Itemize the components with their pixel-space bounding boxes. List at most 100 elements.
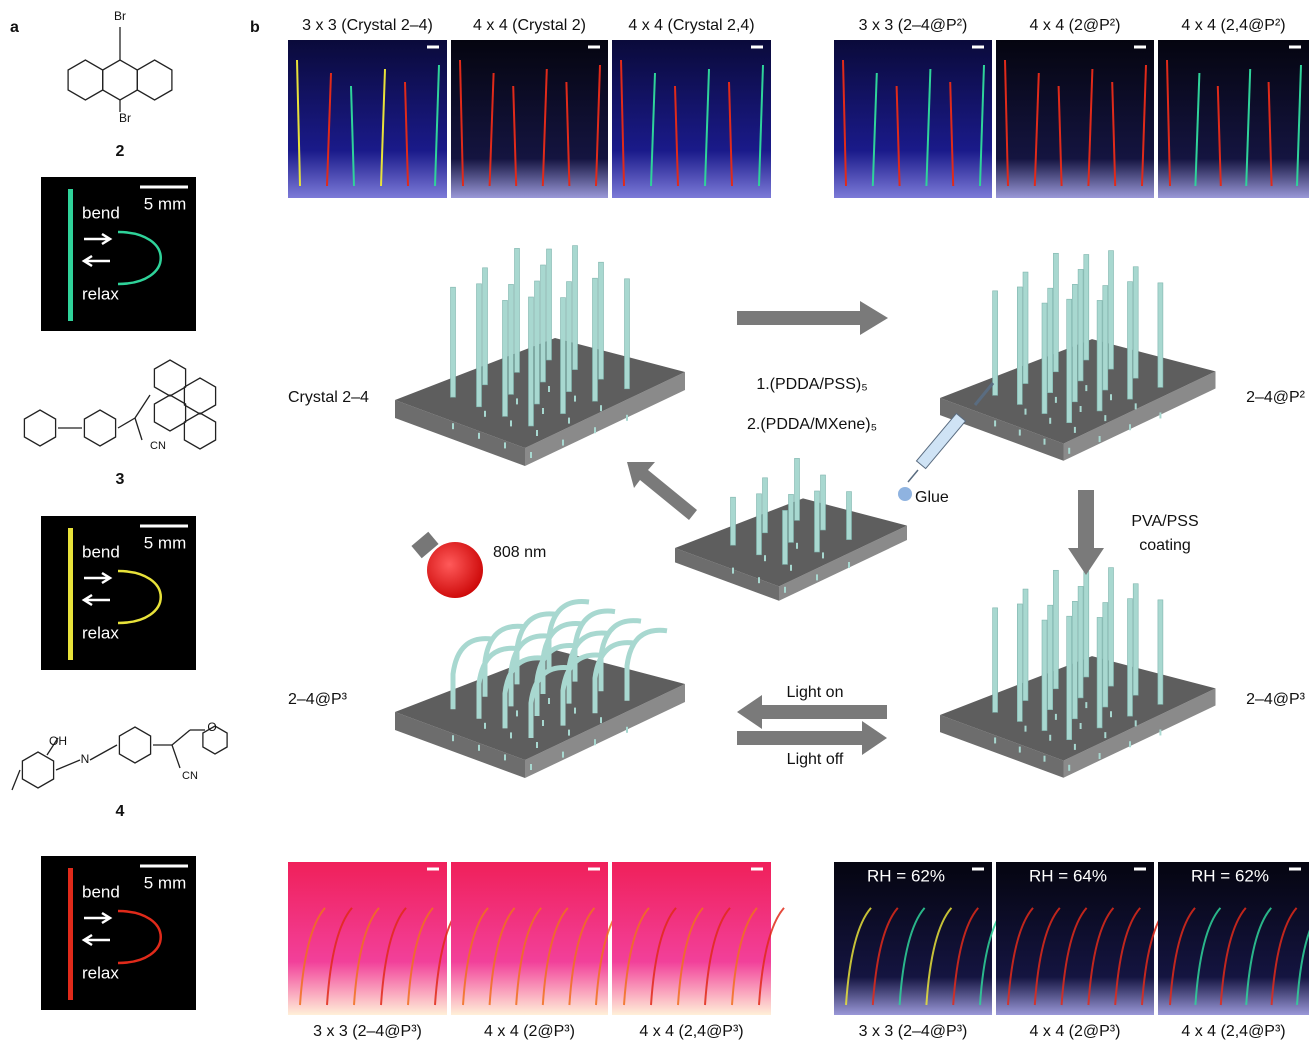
panel-label: b — [250, 19, 260, 36]
photo — [834, 40, 992, 198]
label: N — [81, 752, 90, 766]
rod — [1023, 589, 1028, 701]
rod — [1078, 269, 1083, 381]
label: OH — [49, 734, 67, 748]
ring — [119, 727, 150, 763]
panel-label: a — [10, 19, 19, 36]
label: Light off — [787, 751, 844, 768]
label: coating — [1139, 537, 1191, 554]
label: 4 — [116, 803, 125, 820]
bend-label: bend — [82, 542, 120, 561]
relax-label: relax — [82, 284, 119, 303]
rod — [1084, 255, 1089, 361]
rod — [573, 246, 578, 370]
rod — [1128, 599, 1133, 717]
process-arrow — [737, 301, 888, 335]
label: 2–4@P³ — [288, 691, 348, 708]
rod — [1042, 303, 1047, 414]
photo-caption: 3 x 3 (2–4@P³) — [859, 1023, 968, 1040]
rod — [1097, 617, 1102, 728]
rod — [1048, 288, 1053, 393]
rod — [529, 297, 534, 426]
label: 2–4@P² — [1246, 389, 1306, 406]
rod — [503, 300, 508, 416]
photo-caption: 4 x 4 (Crystal 2) — [473, 17, 586, 34]
rod — [1158, 600, 1163, 705]
rod — [847, 492, 852, 540]
rod — [993, 291, 998, 396]
rod — [821, 475, 826, 530]
rod — [1109, 251, 1114, 370]
rod — [625, 279, 630, 389]
label: 3 — [116, 471, 125, 488]
photo-caption: 4 x 4 (2,4@P²) — [1181, 17, 1285, 34]
rod — [1158, 283, 1163, 388]
process-arrow — [1068, 490, 1104, 575]
photo-caption: 4 x 4 (2,4@P³) — [1181, 1023, 1285, 1040]
rod — [509, 284, 514, 394]
photo-caption: 3 x 3 (Crystal 2–4) — [302, 17, 433, 34]
rod — [1103, 603, 1108, 708]
rod — [1133, 267, 1138, 379]
label: PVA/PSS — [1131, 513, 1198, 530]
rod — [1072, 601, 1077, 719]
crystal — [68, 189, 73, 321]
rod — [541, 265, 546, 382]
crystal — [68, 528, 73, 660]
bond — [172, 730, 190, 745]
rod — [1042, 620, 1047, 731]
photo-caption: 4 x 4 (2@P²) — [1030, 17, 1121, 34]
photo-caption: 4 x 4 (2,4@P³) — [639, 1023, 743, 1040]
bond — [118, 418, 135, 428]
scale-bar-label: 5 mm — [144, 873, 187, 892]
bond — [12, 770, 20, 790]
rod — [993, 608, 998, 713]
rod — [1103, 286, 1108, 391]
syringe — [916, 413, 965, 468]
label: CN — [150, 440, 166, 452]
label: Br — [119, 111, 131, 125]
rh-label: RH = 62% — [867, 866, 945, 885]
rod — [795, 458, 800, 520]
rod — [535, 281, 540, 404]
rod — [731, 497, 736, 545]
photo-caption: 3 x 3 (2–4@P³) — [313, 1023, 422, 1040]
photo-caption: 4 x 4 (2@P³) — [1030, 1023, 1121, 1040]
rod — [1067, 616, 1072, 740]
label: 2–4@P³ — [1246, 691, 1306, 708]
label: CN — [182, 770, 198, 782]
bond — [135, 418, 142, 440]
label: 1.(PDDA/PSS)₅ — [756, 376, 867, 393]
ring — [24, 410, 55, 446]
rod — [1072, 284, 1077, 402]
photo-caption: 4 x 4 (2@P³) — [484, 1023, 575, 1040]
bond — [90, 745, 117, 760]
process-arrow — [627, 462, 697, 520]
photo — [451, 40, 608, 198]
rod — [783, 510, 788, 564]
ring — [184, 378, 215, 414]
rod — [1053, 253, 1058, 372]
rod — [1017, 287, 1022, 405]
rh-label: RH = 62% — [1191, 866, 1269, 885]
rod — [763, 478, 768, 533]
ring — [184, 413, 215, 449]
photo — [451, 862, 608, 1015]
figure: a b BrBr2CN3OHNCNO45 mmbendrelax5 mmbend… — [0, 0, 1309, 1045]
rod — [477, 284, 482, 407]
scale-bar-label: 5 mm — [144, 194, 187, 213]
rod — [757, 494, 762, 555]
rod — [1084, 572, 1089, 678]
ring — [22, 752, 53, 788]
label: 2 — [116, 143, 125, 160]
photo — [612, 40, 771, 198]
ring — [68, 60, 103, 100]
scale-bar-label: 5 mm — [144, 533, 187, 552]
glue-drop — [898, 487, 912, 501]
label: O — [207, 720, 216, 734]
rod — [1109, 568, 1114, 687]
bond — [172, 745, 180, 768]
relax-label: relax — [82, 623, 119, 642]
rod — [1048, 605, 1053, 710]
photo-caption: 4 x 4 (Crystal 2,4) — [628, 17, 754, 34]
